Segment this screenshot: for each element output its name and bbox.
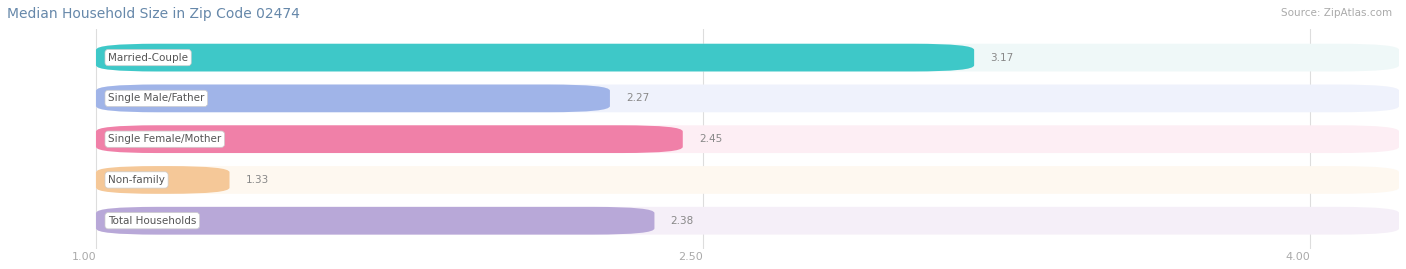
FancyBboxPatch shape [96, 44, 974, 72]
FancyBboxPatch shape [96, 125, 1399, 153]
Text: 1.33: 1.33 [246, 175, 269, 185]
Text: Median Household Size in Zip Code 02474: Median Household Size in Zip Code 02474 [7, 7, 299, 21]
Text: 3.17: 3.17 [990, 53, 1014, 63]
Text: 2.45: 2.45 [699, 134, 723, 144]
Text: Single Male/Father: Single Male/Father [108, 93, 204, 103]
FancyBboxPatch shape [96, 84, 610, 112]
Text: Married-Couple: Married-Couple [108, 53, 188, 63]
FancyBboxPatch shape [96, 44, 1399, 72]
Text: Single Female/Mother: Single Female/Mother [108, 134, 221, 144]
Text: Non-family: Non-family [108, 175, 165, 185]
Text: 2.38: 2.38 [671, 216, 695, 226]
FancyBboxPatch shape [96, 166, 1399, 194]
FancyBboxPatch shape [96, 166, 229, 194]
Text: 2.27: 2.27 [626, 93, 650, 103]
FancyBboxPatch shape [96, 125, 683, 153]
FancyBboxPatch shape [96, 207, 654, 235]
FancyBboxPatch shape [96, 84, 1399, 112]
FancyBboxPatch shape [96, 207, 1399, 235]
Text: Source: ZipAtlas.com: Source: ZipAtlas.com [1281, 8, 1392, 18]
Text: Total Households: Total Households [108, 216, 197, 226]
